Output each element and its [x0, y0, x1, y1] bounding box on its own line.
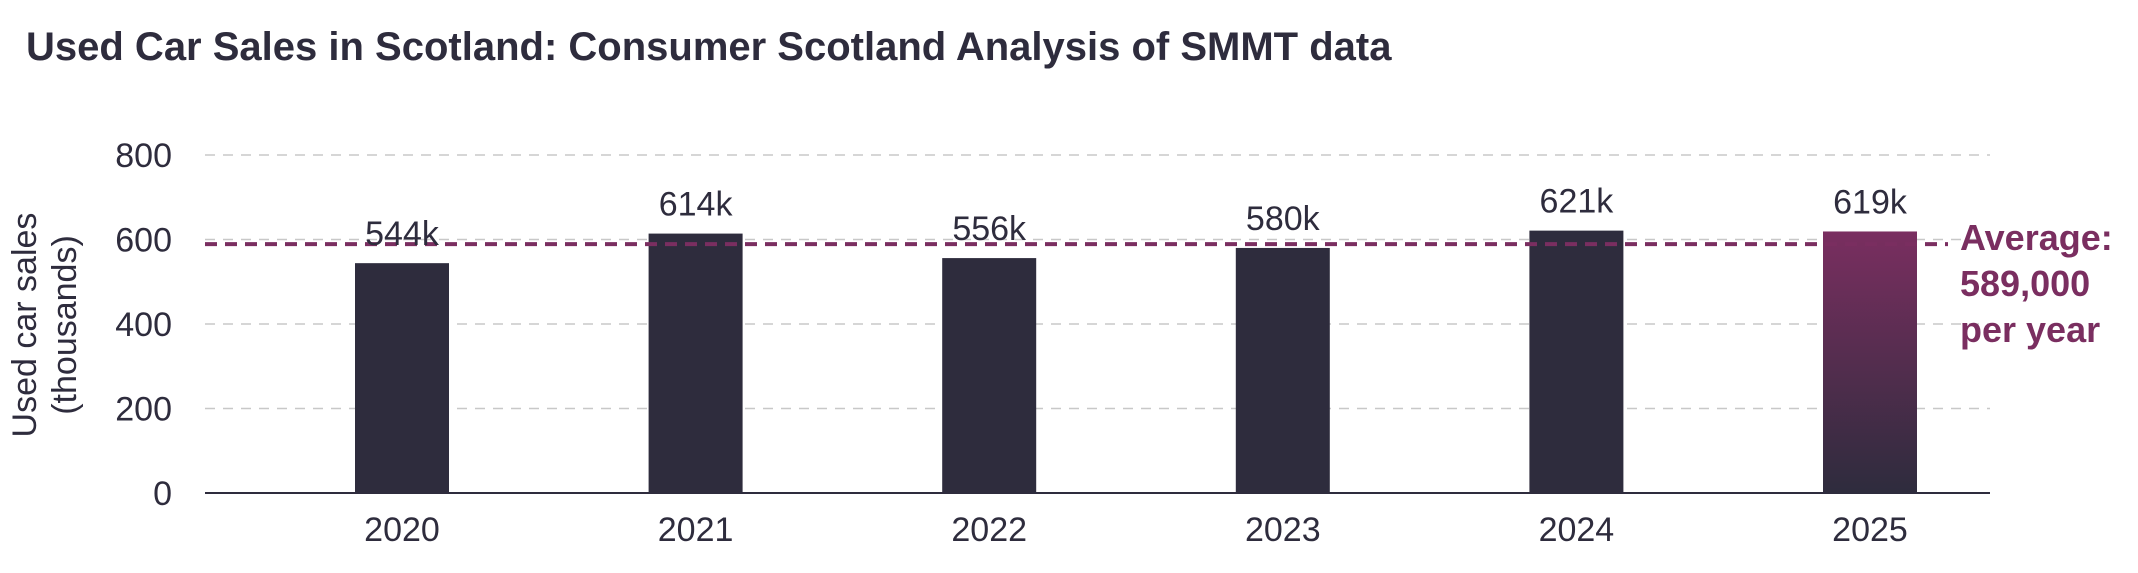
y-axis-label-line-2: (thousands)	[46, 235, 84, 415]
data-label: 614k	[659, 186, 734, 224]
y-tick-label: 600	[115, 222, 172, 260]
bar-2020	[355, 263, 449, 493]
bars	[355, 230, 1917, 493]
y-axis-label-line-1: Used car sales	[6, 213, 44, 438]
data-label: 556k	[952, 210, 1027, 248]
y-axis-ticks: 0 200 400 600 800	[115, 137, 172, 513]
data-label: 619k	[1833, 183, 1908, 221]
data-label: 580k	[1246, 200, 1321, 238]
y-tick-label: 200	[115, 391, 172, 429]
bar-2025	[1823, 231, 1917, 493]
x-tick-label: 2024	[1539, 511, 1615, 549]
bar-2023	[1235, 247, 1330, 493]
average-label-line: Average:	[1960, 217, 2113, 258]
x-tick-label: 2023	[1245, 511, 1321, 549]
data-label: 544k	[365, 215, 440, 253]
x-tick-label: 2021	[658, 511, 734, 549]
bar-2024	[1529, 230, 1624, 493]
bar-2021	[648, 233, 743, 493]
chart-title: Used Car Sales in Scotland: Consumer Sco…	[26, 25, 1392, 69]
x-tick-label: 2020	[364, 511, 440, 549]
data-labels: 544k 614k 556k 580k 621k 619k	[365, 183, 1908, 254]
data-label: 621k	[1540, 183, 1615, 221]
y-tick-label: 0	[153, 475, 172, 513]
bar-2022	[942, 258, 1037, 493]
x-tick-label: 2025	[1832, 511, 1908, 549]
x-axis: 2020 2021 2022 2023 2024 2025	[205, 492, 1990, 549]
average-label: Average: 589,000 per year	[1960, 217, 2113, 350]
average-label-line: 589,000	[1960, 263, 2090, 304]
gridlines	[205, 154, 1990, 410]
y-axis-label: Used car sales (thousands)	[6, 213, 84, 438]
y-tick-label: 400	[115, 306, 172, 344]
x-tick-label: 2022	[951, 511, 1027, 549]
average-label-line: per year	[1960, 309, 2100, 350]
y-tick-label: 800	[115, 137, 172, 175]
